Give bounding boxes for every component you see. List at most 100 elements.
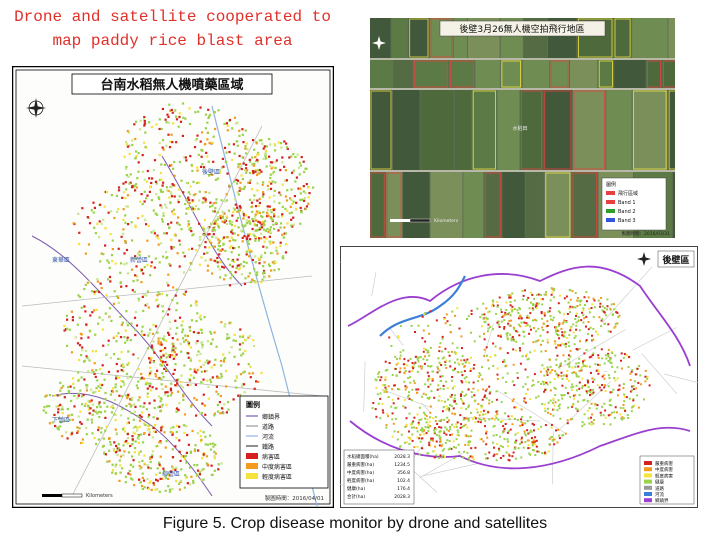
rice-field-patch <box>66 327 69 330</box>
rice-field-patch <box>282 257 285 260</box>
rice-field-patch <box>550 423 553 426</box>
rice-field-patch <box>591 338 594 341</box>
rice-field-patch <box>241 341 244 345</box>
rice-field-patch <box>597 299 600 302</box>
rice-field-patch <box>99 260 102 263</box>
rice-field-patch <box>461 355 464 358</box>
rice-field-patch <box>132 280 135 283</box>
rice-field-patch <box>217 224 220 227</box>
rice-field-patch <box>174 347 177 350</box>
rice-field-patch <box>416 358 419 361</box>
rice-field-patch <box>445 433 448 436</box>
rice-field-patch <box>252 172 255 175</box>
rice-field-patch <box>133 184 136 187</box>
rice-field-patch <box>83 404 87 407</box>
rice-field-patch <box>549 399 552 402</box>
rice-field-patch <box>626 354 628 357</box>
rice-field-patch <box>84 283 87 286</box>
rice-field-patch <box>183 457 186 460</box>
rice-field-patch <box>420 437 423 440</box>
rice-field-patch <box>527 357 530 360</box>
rice-field-patch <box>123 336 126 339</box>
rice-field-patch <box>399 351 402 354</box>
rice-field-patch <box>238 348 241 351</box>
rice-field-patch <box>215 385 218 388</box>
rice-field-patch <box>217 226 221 229</box>
rice-field-patch <box>195 371 198 374</box>
rice-field-patch <box>171 347 174 350</box>
rice-field-patch <box>163 338 166 341</box>
rice-field-patch <box>453 457 456 460</box>
rice-field-patch <box>226 124 229 127</box>
rice-field-patch <box>169 109 172 112</box>
rice-field-patch <box>446 421 449 424</box>
rice-field-patch <box>576 409 579 412</box>
rice-field-patch <box>231 220 234 224</box>
rice-field-patch <box>468 459 471 462</box>
rice-field-patch <box>79 332 82 335</box>
rice-field-patch <box>458 363 461 366</box>
rice-field-patch <box>295 207 298 210</box>
rice-field-patch <box>417 421 420 424</box>
rice-field-patch <box>299 198 302 202</box>
rice-field-patch <box>61 405 64 408</box>
rice-field-patch <box>583 296 586 299</box>
rice-field-patch <box>194 249 198 252</box>
rice-field-patch <box>222 353 225 356</box>
rice-field-patch <box>522 446 525 449</box>
rice-field-patch <box>199 429 202 432</box>
rice-field-patch <box>514 417 516 420</box>
rice-field-patch <box>192 180 195 183</box>
header-line-1: Drone and satellite cooperated to <box>14 8 331 26</box>
rice-field-patch <box>644 380 647 383</box>
rice-field-patch <box>466 451 469 454</box>
rice-field-patch <box>129 375 132 378</box>
rice-field-patch <box>144 218 147 221</box>
rice-field-patch <box>159 400 162 403</box>
rice-field-patch <box>411 365 414 368</box>
rice-field-patch <box>208 226 211 229</box>
rice-field-patch <box>537 381 540 383</box>
rice-field-patch <box>284 232 287 235</box>
rice-field-patch <box>213 414 216 417</box>
rice-field-patch <box>407 359 410 362</box>
rice-field-patch <box>412 366 415 369</box>
rice-field-patch <box>624 409 627 412</box>
rice-field-patch <box>403 380 406 383</box>
rice-field-patch <box>254 255 257 258</box>
rice-field-patch <box>484 389 487 392</box>
rice-field-patch <box>441 357 444 360</box>
rice-field-patch <box>268 205 271 208</box>
paddy-field <box>598 60 614 88</box>
rice-field-patch <box>146 169 149 173</box>
rice-field-patch <box>482 417 485 420</box>
paddy-field <box>522 60 550 88</box>
rice-field-patch <box>546 407 549 410</box>
rice-field-patch <box>563 332 566 335</box>
rice-field-patch <box>51 421 54 424</box>
place-label-3: 下營區 <box>52 416 70 424</box>
rice-field-patch <box>187 220 190 223</box>
rice-field-patch <box>452 369 454 372</box>
rice-field-patch <box>191 234 194 237</box>
rice-field-patch <box>122 369 125 373</box>
rice-field-patch <box>161 403 164 406</box>
rice-field-patch <box>548 310 551 313</box>
rice-field-patch <box>192 331 195 334</box>
rice-field-patch <box>198 181 201 184</box>
rice-field-patch <box>187 248 191 251</box>
rice-field-patch <box>391 388 394 391</box>
rice-field-patch <box>572 323 575 326</box>
rice-field-patch <box>271 180 274 183</box>
rice-field-patch <box>571 383 573 386</box>
rice-field-patch <box>559 364 562 367</box>
rice-field-patch <box>371 407 374 410</box>
rice-field-patch <box>454 367 456 370</box>
rice-field-patch <box>141 214 144 218</box>
rice-field-patch <box>418 437 421 440</box>
rice-field-patch <box>245 142 248 145</box>
rice-field-patch <box>574 335 577 338</box>
rice-field-patch <box>178 482 181 485</box>
rice-field-patch <box>157 291 160 294</box>
rice-field-patch <box>152 209 155 212</box>
